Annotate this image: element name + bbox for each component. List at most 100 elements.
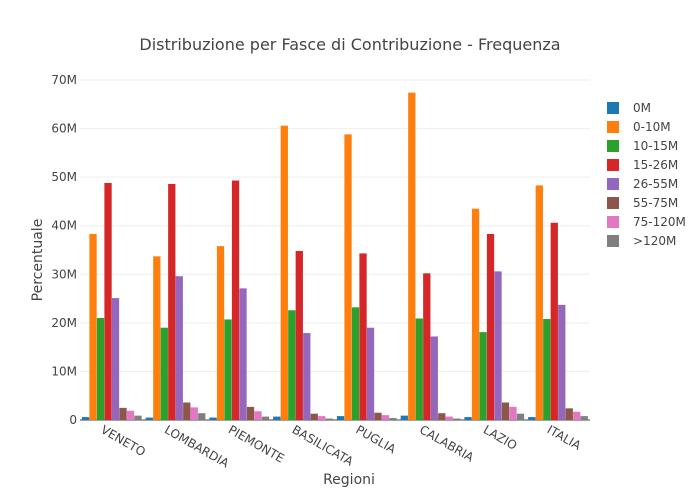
bar-15-26m-basilicata[interactable] [295,250,303,420]
bar-55-75m-piemonte[interactable] [246,406,255,420]
y-tick-label: 70M [51,73,77,87]
bar-26-55m-calabria[interactable] [430,336,438,420]
bar-0-10m-calabria[interactable] [408,92,416,420]
legend-label: 15-26M [633,158,678,172]
legend-swatch [607,102,619,114]
bar-75-120m-piemonte[interactable] [254,411,262,420]
bar-26-55m-italia[interactable] [558,304,566,420]
bar-26-55m-veneto[interactable] [111,298,120,420]
y-axis-title: Percentuale [30,219,46,302]
bar-55-75m-puglia[interactable] [374,412,382,420]
bar-0m-veneto[interactable] [81,417,90,420]
legend-swatch [607,121,619,133]
bar-55-75m-italia[interactable] [565,408,573,420]
bar-120m-veneto[interactable] [134,415,142,420]
legend-swatch [607,197,619,209]
bar-75-120m-basilicata[interactable] [318,416,326,420]
bar-75-120m-puglia[interactable] [381,415,390,420]
bar-10-15m-puglia[interactable] [351,307,360,420]
y-tick-label: 30M [51,267,77,281]
bar-0-10m-lazio[interactable] [471,208,480,420]
legend[interactable]: 0M 0-10M 10-15M 15-26M 26-55M 55-75M 75-120M >1… [607,101,686,248]
y-tick-labels: 0 10M 20M 30M 40M 50M 60M 70M [51,73,77,427]
bar-0-10m-veneto[interactable] [89,233,97,420]
bar-26-55m-lombardia[interactable] [175,276,183,420]
legend-item[interactable]: 15-26M [607,158,678,172]
legend-item[interactable]: >120M [607,234,676,248]
bar-75-120m-lazio[interactable] [509,406,517,420]
bar-0m-calabria[interactable] [400,415,408,420]
bar-0-10m-lombardia[interactable] [153,256,161,420]
bar-120m-lazio[interactable] [516,413,525,420]
bar-0-10m-italia[interactable] [535,185,543,420]
legend-item[interactable]: 26-55M [607,177,678,191]
legend-swatch [607,178,619,190]
bar-26-55m-lazio[interactable] [494,271,502,420]
bar-15-26m-calabria[interactable] [423,273,431,420]
y-tick-label: 50M [51,170,77,184]
bar-120m-puglia[interactable] [389,418,397,420]
legend-swatch [607,140,619,152]
bar-15-26m-lombardia[interactable] [168,183,176,420]
bar-10-15m-italia[interactable] [543,318,551,420]
bar-0-10m-puglia[interactable] [344,134,352,420]
bar-10-15m-lombardia[interactable] [160,327,168,420]
bar-0-10m-piemonte[interactable] [216,246,225,420]
legend-item[interactable]: 10-15M [607,139,678,153]
bar-26-55m-piemonte[interactable] [239,288,247,420]
bar-75-120m-veneto[interactable] [126,410,135,420]
bars [81,92,588,421]
bar-75-120m-lombardia[interactable] [190,407,198,420]
bar-0m-italia[interactable] [528,417,536,420]
bar-75-120m-italia[interactable] [573,411,581,420]
bar-55-75m-lombardia[interactable] [183,402,191,420]
bar-0m-lombardia[interactable] [145,417,153,420]
bar-55-75m-basilicata[interactable] [310,413,318,420]
bar-120m-basilicata[interactable] [325,418,333,420]
bar-15-26m-lazio[interactable] [486,233,495,420]
bar-15-26m-veneto[interactable] [104,182,112,420]
bar-10-15m-veneto[interactable] [96,318,105,420]
bar-26-55m-puglia[interactable] [366,327,375,420]
bar-120m-piemonte[interactable] [261,416,270,420]
legend-label: 55-75M [633,196,678,210]
legend-swatch [607,159,619,171]
chart-title: Distribuzione per Fasce di Contribuzione… [139,35,560,54]
legend-label: 26-55M [633,177,678,191]
legend-swatch [607,216,619,228]
bar-26-55m-basilicata[interactable] [303,333,311,420]
x-axis-title: Regioni [323,472,375,488]
bar-10-15m-basilicata[interactable] [288,310,296,420]
bar-0m-basilicata[interactable] [273,416,281,420]
bar-0-10m-basilicata[interactable] [280,125,288,421]
bar-10-15m-piemonte[interactable] [224,319,232,420]
bar-55-75m-lazio[interactable] [501,402,510,420]
legend-item[interactable]: 0M [607,101,651,115]
bar-15-26m-piemonte[interactable] [231,180,240,420]
y-tick-label: 0 [69,413,77,427]
bar-120m-calabria[interactable] [453,418,461,420]
bar-10-15m-calabria[interactable] [415,318,423,420]
bar-0m-lazio[interactable] [464,417,472,420]
legend-item[interactable]: 75-120M [607,215,686,229]
y-tick-label: 60M [51,122,77,136]
y-tick-label: 40M [51,219,77,233]
legend-label: 0M [633,101,651,115]
bar-120m-lombardia[interactable] [198,413,206,420]
legend-label: >120M [633,234,676,248]
legend-item[interactable]: 55-75M [607,196,678,210]
bar-55-75m-veneto[interactable] [119,407,127,420]
bar-55-75m-calabria[interactable] [438,413,446,420]
legend-item[interactable]: 0-10M [607,120,671,134]
bar-15-26m-italia[interactable] [550,222,558,420]
bar-75-120m-calabria[interactable] [445,416,453,420]
bar-0m-piemonte[interactable] [209,417,217,420]
bar-0m-puglia[interactable] [336,416,345,420]
bar-15-26m-puglia[interactable] [359,253,367,420]
bar-10-15m-lazio[interactable] [479,332,487,420]
y-tick-label: 10M [51,364,77,378]
bar-120m-italia[interactable] [580,416,588,420]
legend-label: 0-10M [633,120,671,134]
